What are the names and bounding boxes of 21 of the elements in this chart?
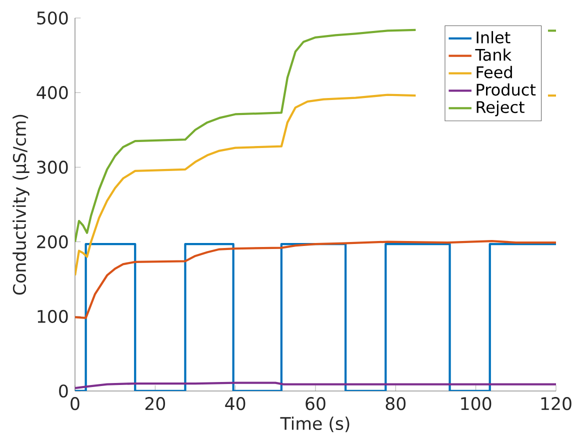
legend-label: Reject xyxy=(476,100,524,116)
y-tick-label: 200 xyxy=(37,235,68,248)
x-tick-label: 20 xyxy=(145,397,166,410)
x-tick-label: 0 xyxy=(70,397,80,410)
x-tick-label: 100 xyxy=(461,397,492,410)
x-tick-label: 40 xyxy=(225,397,246,410)
legend-label: Tank xyxy=(475,48,512,61)
y-axis-title: Conductivity (μS/cm) xyxy=(12,114,30,295)
x-tick-label: 120 xyxy=(541,397,572,410)
y-tick-label: 300 xyxy=(37,160,68,174)
legend-label: Product xyxy=(476,83,536,96)
legend-label: Feed xyxy=(476,66,512,78)
legend-label: Inlet xyxy=(476,31,510,44)
x-tick-label: 80 xyxy=(386,397,406,410)
y-tick-label: 400 xyxy=(36,86,68,100)
y-tick-label: 500 xyxy=(37,11,68,25)
y-tick-label: 100 xyxy=(38,310,68,323)
x-axis-title: Time (s) xyxy=(280,416,350,432)
y-tick-label: 0 xyxy=(59,384,68,398)
line-series xyxy=(75,240,556,319)
x-tick-label: 60 xyxy=(306,397,326,410)
